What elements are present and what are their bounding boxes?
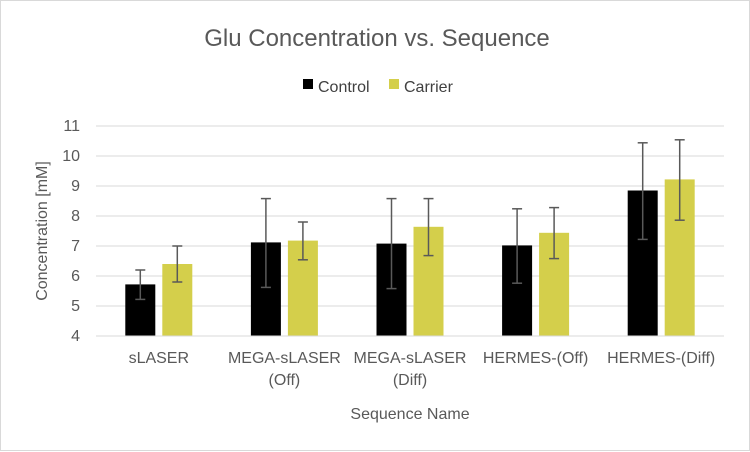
y-tick-label: 5 <box>71 298 80 315</box>
x-category-label: (Diff) <box>393 372 427 389</box>
y-axis-title: Concentration [mM] <box>34 161 51 301</box>
y-tick-label: 8 <box>71 208 80 225</box>
bars <box>96 179 724 337</box>
x-category-label: MEGA-sLASER <box>354 350 467 367</box>
legend-swatch-control <box>303 79 313 89</box>
error-bars <box>135 139 685 301</box>
y-tick-label: 11 <box>63 118 80 135</box>
x-category-label: sLASER <box>129 350 189 367</box>
y-tick-label: 10 <box>62 148 80 165</box>
chart-title: Glu Concentration vs. Sequence <box>204 25 550 52</box>
legend-label-control: Control <box>318 79 370 96</box>
gridlines <box>96 125 724 337</box>
x-category-label: HERMES-(Diff) <box>607 350 715 367</box>
y-tick-label: 9 <box>71 178 80 195</box>
y-tick-label: 4 <box>71 328 80 345</box>
x-category-label: MEGA-sLASER <box>228 350 341 367</box>
legend-swatch-carrier <box>389 79 399 89</box>
x-axis-category-labels: sLASER MEGA-sLASER (Off) MEGA-sLASER (Diff) H… <box>129 350 716 389</box>
y-tick-label: 7 <box>71 238 80 255</box>
y-tick-label: 6 <box>71 268 80 285</box>
x-category-label: HERMES-(Off) <box>483 350 588 367</box>
legend: Control Carrier <box>303 79 454 96</box>
y-axis-tick-labels: 4 5 6 7 8 9 10 11 <box>62 118 80 345</box>
x-axis-title: Sequence Name <box>350 406 469 423</box>
x-category-label: (Off) <box>269 372 301 389</box>
legend-label-carrier: Carrier <box>404 79 454 96</box>
